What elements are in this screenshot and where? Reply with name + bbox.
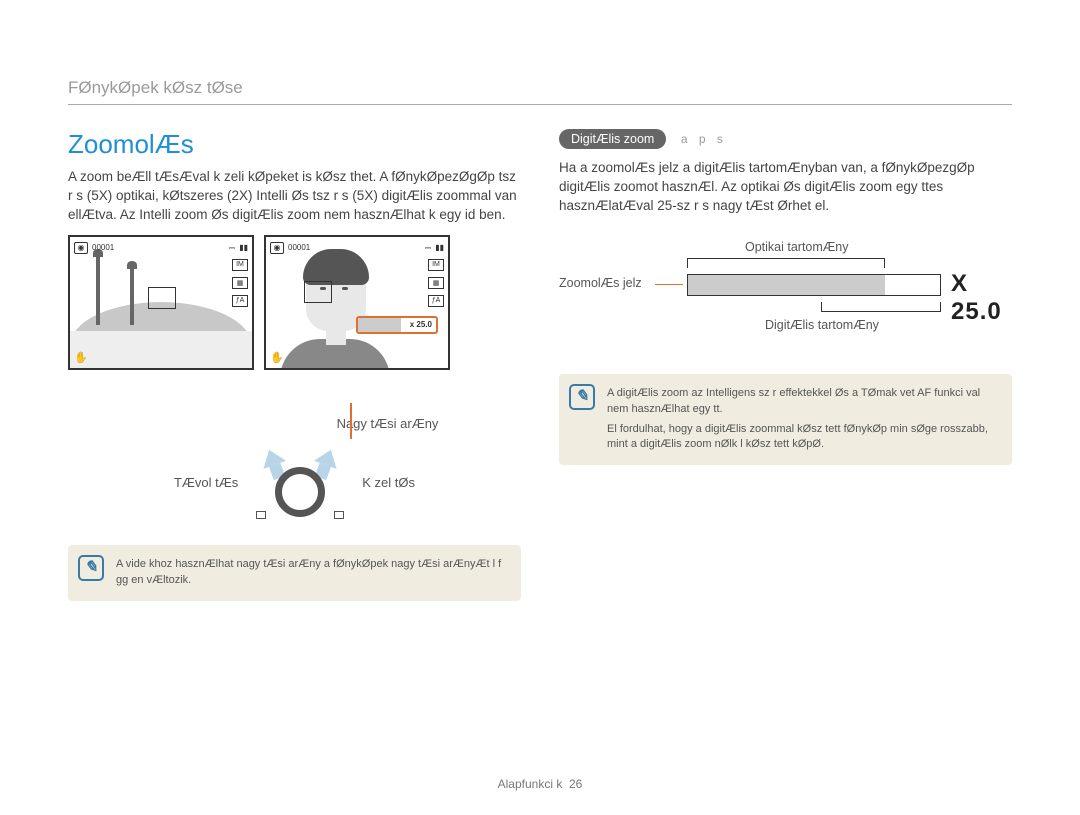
leader-line [350,403,352,439]
zoom-out-label: TÆvol tÆs [174,475,238,490]
zoom-indicator-small: x 25.0 [356,316,438,334]
quality-icon: ▦ [428,277,444,289]
note-icon: ✎ [569,384,595,410]
zoom-track-fill [688,275,885,295]
stabilizer-icon: ✋ [270,351,284,364]
footer-page: 26 [569,777,582,791]
zoom-heading: ZoomolÆs [68,129,521,160]
flash-icon: ⎓ [229,243,235,253]
zoom-ring-icon [266,449,334,517]
flash-icon: ⎓ [425,243,431,253]
zoom-paragraph: A zoom beÆll tÆsÆval k zeli kØpeket is k… [68,168,521,225]
wide-icon [256,511,266,519]
page-header: FØnykØpek kØsz tØse [68,78,1012,105]
note-text: A vide khoz hasznÆlhat nagy tÆsi arÆny a… [116,558,501,586]
battery-icon: ▮▮ [435,243,444,252]
camera-screenshots: ◉ 00001 ⎓ ▮▮ IM ▦ ƒA ✋ [68,235,521,370]
aperture-icon: ƒA [232,295,248,307]
mode-icons: a p s [681,132,727,146]
right-column: DigitÆlis zoom a p s Ha a zoomolÆs jelz … [559,129,1012,601]
note-line-2: El fordulhat, hogy a digitÆlis zoommal k… [607,422,998,454]
digital-zoom-badge: DigitÆlis zoom [559,129,666,149]
note-box-right: ✎ A digitÆlis zoom az Intelligens sz r e… [559,374,1012,466]
digital-range-label: DigitÆlis tartomÆny [765,318,879,332]
camera-screen-wide: ◉ 00001 ⎓ ▮▮ IM ▦ ƒA ✋ [68,235,254,370]
note-line-1: A digitÆlis zoom az Intelligens sz r eff… [607,386,998,418]
digital-bracket [821,302,941,312]
frame-counter: 00001 [288,243,310,252]
stabilizer-icon: ✋ [74,351,88,364]
tele-icon [334,511,344,519]
camera-screen-zoomed: ◉ 00001 ⎓ ▮▮ IM ▦ ƒA x 25.0 ✋ [264,235,450,370]
camera-mode-icon: ◉ [270,242,284,254]
zoom-x25-label: X 25.0 [951,270,1012,326]
left-column: ZoomolÆs A zoom beÆll tÆsÆval k zeli kØp… [68,129,521,601]
quality-icon: ▦ [232,277,248,289]
zoom-range-diagram: Optikai tartomÆny ZoomolÆs jelz X 25.0 D… [559,234,1012,354]
leader-line-orange [655,284,683,286]
size-icon: IM [232,259,248,271]
aperture-icon: ƒA [428,295,444,307]
focus-box [304,281,332,303]
zoom-track [687,274,941,296]
footer-section: Alapfunkci k [498,777,563,791]
digital-zoom-paragraph: Ha a zoomolÆs jelz a digitÆlis tartomÆny… [559,159,1012,216]
optical-range-label: Optikai tartomÆny [745,240,849,254]
note-box-left: ✎ A vide khoz hasznÆlhat nagy tÆsi arÆny… [68,545,521,601]
battery-icon: ▮▮ [239,243,248,252]
focus-box [148,287,176,309]
zoom-ratio-label: Nagy tÆsi arÆny [254,416,521,431]
optical-bracket [687,258,885,268]
zoom-lever-diagram: TÆvol tÆs K zel tØs [68,449,521,517]
zoom-value-small: x 25.0 [410,320,432,329]
size-icon: IM [428,259,444,271]
note-icon: ✎ [78,555,104,581]
zoom-indicator-label: ZoomolÆs jelz [559,276,642,290]
frame-counter: 00001 [92,243,114,252]
zoom-in-label: K zel tØs [362,475,415,490]
camera-mode-icon: ◉ [74,242,88,254]
page-footer: Alapfunkci k 26 [0,777,1080,791]
